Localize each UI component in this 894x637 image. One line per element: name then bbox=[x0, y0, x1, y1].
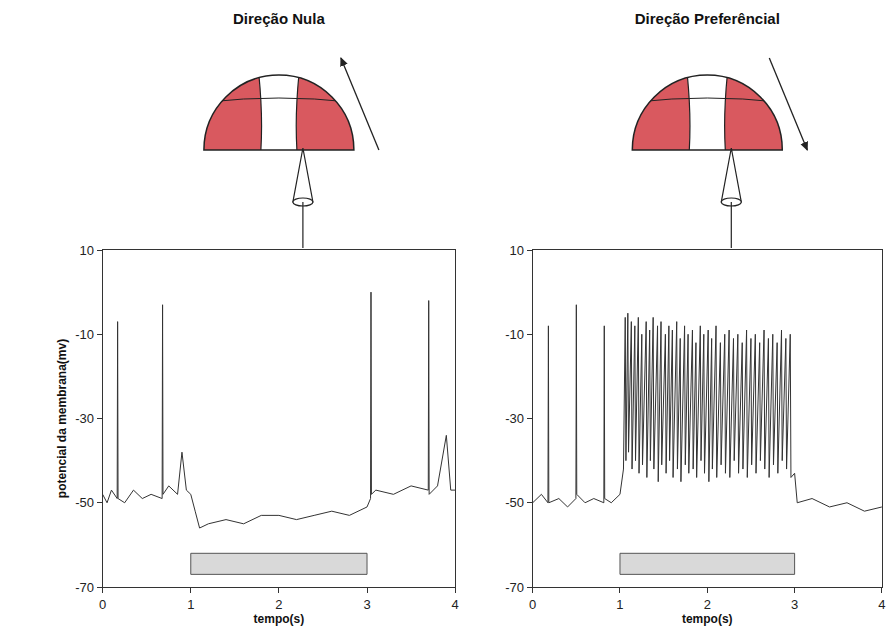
svg-text:tempo(s): tempo(s) bbox=[682, 612, 733, 626]
svg-text:0: 0 bbox=[529, 597, 536, 612]
svg-text:3: 3 bbox=[363, 597, 370, 612]
svg-text:1: 1 bbox=[187, 597, 194, 612]
svg-text:10: 10 bbox=[510, 243, 524, 258]
svg-text:-50: -50 bbox=[505, 495, 524, 510]
svg-text:4: 4 bbox=[452, 597, 459, 612]
svg-text:4: 4 bbox=[878, 597, 885, 612]
svg-text:-10: -10 bbox=[505, 327, 524, 342]
svg-text:-70: -70 bbox=[505, 580, 524, 595]
svg-text:-50: -50 bbox=[75, 495, 94, 510]
svg-text:Direção Nula: Direção Nula bbox=[233, 10, 325, 27]
svg-text:2: 2 bbox=[275, 597, 282, 612]
svg-text:0: 0 bbox=[99, 597, 106, 612]
svg-text:Direção Preferêncial: Direção Preferêncial bbox=[635, 10, 780, 27]
svg-text:-10: -10 bbox=[75, 327, 94, 342]
svg-text:-30: -30 bbox=[75, 411, 94, 426]
svg-text:-30: -30 bbox=[505, 411, 524, 426]
svg-text:2: 2 bbox=[704, 597, 711, 612]
svg-text:3: 3 bbox=[791, 597, 798, 612]
svg-text:tempo(s): tempo(s) bbox=[254, 612, 305, 626]
svg-text:potencial da membrana(mv): potencial da membrana(mv) bbox=[55, 339, 69, 498]
svg-text:10: 10 bbox=[80, 243, 94, 258]
svg-text:-70: -70 bbox=[75, 580, 94, 595]
svg-text:1: 1 bbox=[616, 597, 623, 612]
